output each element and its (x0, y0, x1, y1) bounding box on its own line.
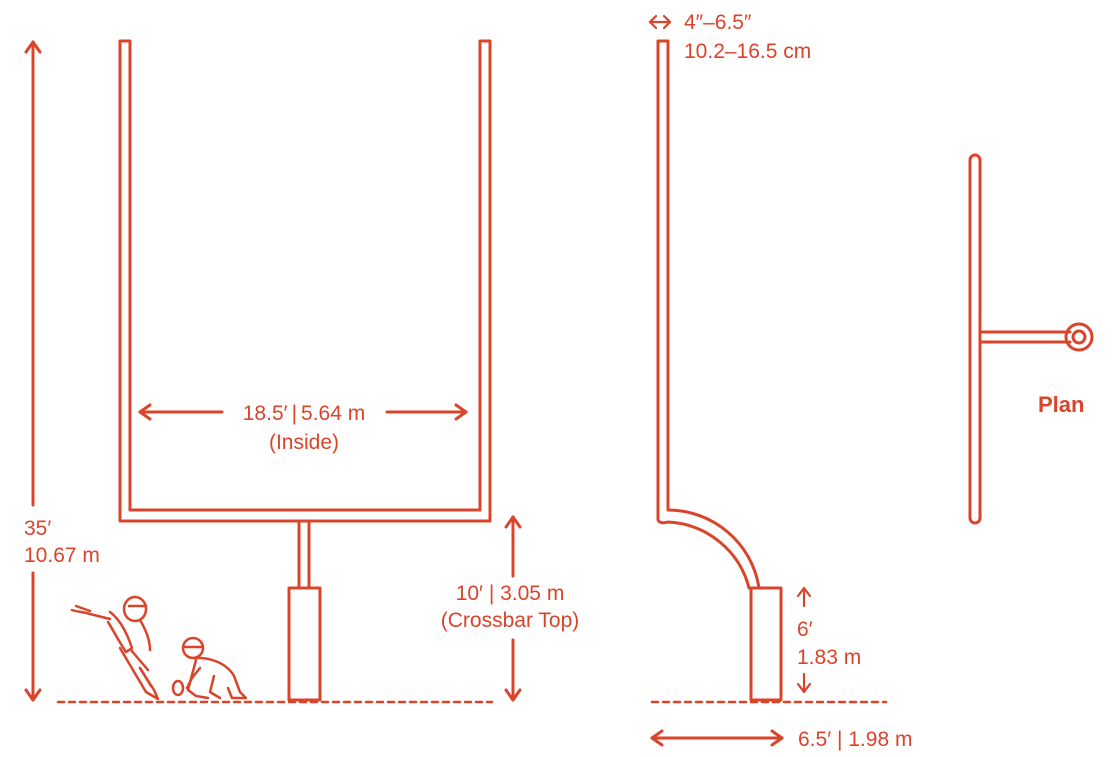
plan-label: Plan (1038, 392, 1084, 417)
height-dimension-arrow (24, 40, 42, 702)
thickness-cm-label: 10.2–16.5 cm (684, 40, 811, 63)
offset-arrow (650, 729, 784, 747)
width-ft-label: 18.5′ (243, 402, 288, 425)
side-post-pad (749, 586, 783, 702)
width-m-label: 5.64 m (301, 402, 365, 425)
side-view (648, 14, 888, 747)
plan-post (1064, 322, 1094, 352)
offset-label: 6.5′ | 1.98 m (798, 728, 912, 751)
side-upright (656, 39, 761, 590)
left-upright (118, 39, 132, 521)
width-note-label: (Inside) (269, 431, 339, 454)
thickness-arrow (648, 14, 672, 30)
height-m-label: 10.67 m (24, 544, 100, 567)
pad-height-m-label: 1.83 m (797, 646, 861, 669)
holder-figure (171, 636, 248, 700)
post-pad (287, 586, 322, 702)
height-ft-label: 35′ (24, 517, 51, 540)
pad-height-arrow (796, 586, 812, 694)
width-dimension-arrow (138, 403, 468, 421)
crossbar-height-label: 10′ | 3.05 m (456, 582, 565, 605)
width-label: 18.5′ | 5.64 m (243, 402, 365, 425)
plan-crossbar (968, 153, 982, 525)
thickness-in-label: 4″–6.5″ (684, 11, 752, 34)
crossbar-note-label: (Crossbar Top) (441, 609, 580, 632)
kicker-figure (70, 595, 160, 701)
pad-height-ft-label: 6′ (797, 618, 813, 641)
center-post (297, 519, 311, 590)
side-gooseneck (656, 517, 751, 590)
right-upright (478, 39, 492, 521)
plan-view (968, 153, 1094, 525)
front-view (24, 39, 522, 704)
crossbar-height-arrow (504, 515, 522, 702)
crossbar (118, 508, 492, 523)
width-separator: | (292, 402, 297, 425)
